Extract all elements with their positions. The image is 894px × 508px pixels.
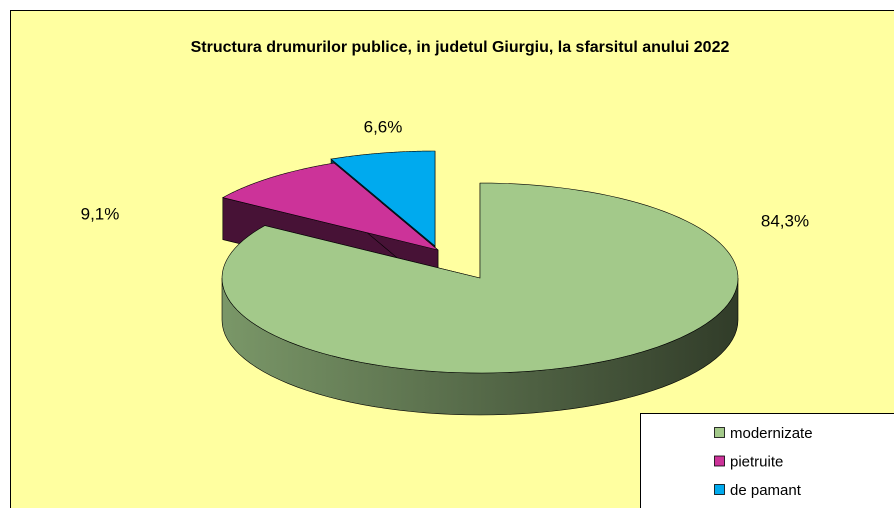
legend-swatch <box>714 427 725 438</box>
legend-label: pietruite <box>730 453 783 470</box>
chart-title: Structura drumurilor publice, in judetul… <box>190 39 730 56</box>
legend: modernizate pietruite de pamant <box>640 413 894 508</box>
legend-label: modernizate <box>730 425 813 442</box>
slice <box>330 150 436 247</box>
data-label: 6,6% <box>364 117 403 136</box>
legend-box <box>640 413 894 508</box>
data-label: 9,1% <box>81 204 120 223</box>
legend-swatch <box>714 484 725 495</box>
legend-swatch <box>714 455 725 467</box>
slice <box>221 182 739 374</box>
legend-label: de pamant <box>730 482 802 499</box>
slice <box>221 162 439 251</box>
data-label: 84,3% <box>761 211 809 230</box>
